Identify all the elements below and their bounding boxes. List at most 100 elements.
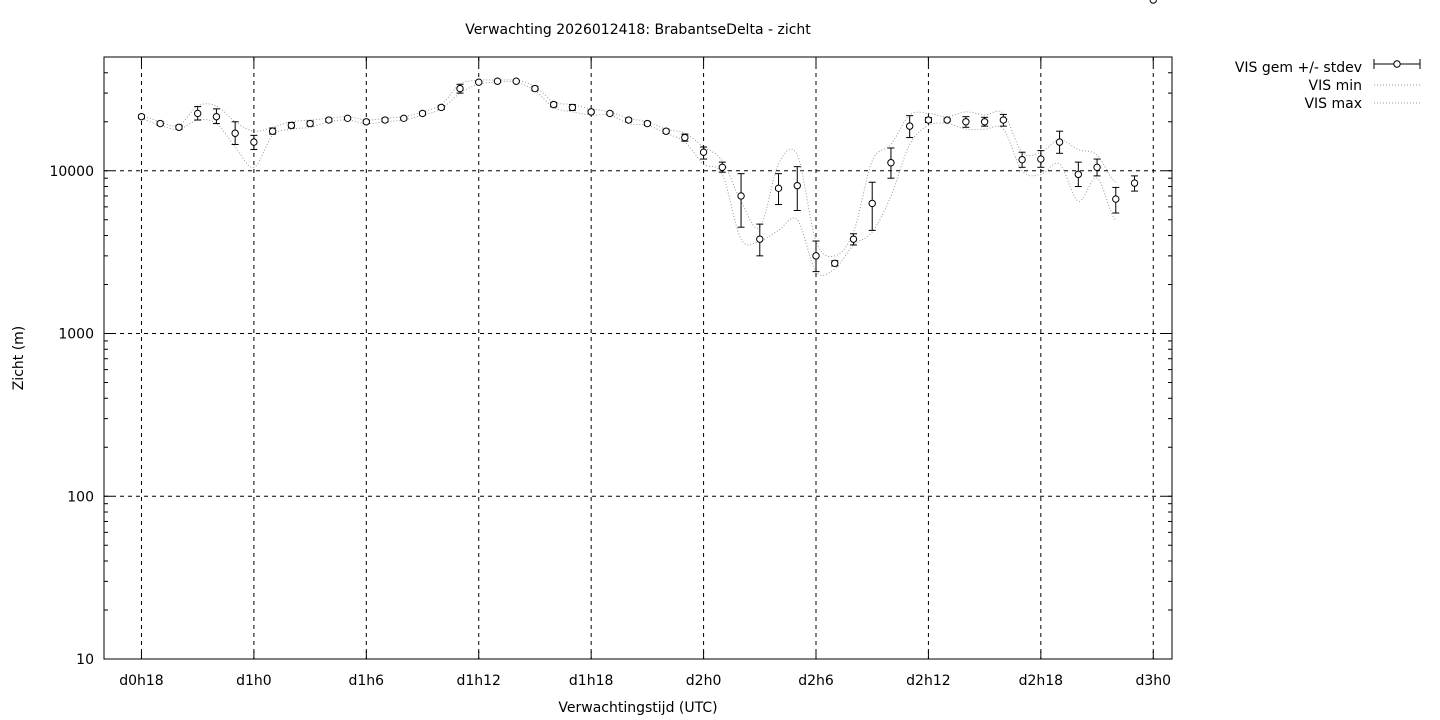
y-tick-label: 10 bbox=[76, 652, 94, 668]
mean-marker bbox=[212, 112, 221, 121]
data-point bbox=[587, 108, 595, 116]
data-point bbox=[568, 103, 577, 112]
mean-marker bbox=[737, 192, 745, 200]
x-tick-label: d1h6 bbox=[349, 673, 385, 689]
data-point bbox=[831, 259, 839, 268]
data-point bbox=[531, 84, 539, 93]
mean-marker bbox=[175, 123, 183, 131]
mean-marker bbox=[774, 184, 783, 193]
mean-marker bbox=[624, 116, 633, 124]
data-point bbox=[643, 119, 652, 128]
x-tick-label: d2h18 bbox=[1019, 673, 1063, 689]
data-point bbox=[193, 106, 202, 121]
data-point bbox=[437, 103, 445, 112]
data-point bbox=[1130, 175, 1139, 192]
mean-marker bbox=[1149, 0, 1157, 4]
plot-frame bbox=[103, 56, 1173, 660]
data-point bbox=[681, 133, 689, 142]
x-tick-label: d1h18 bbox=[569, 673, 613, 689]
mean-marker bbox=[137, 112, 146, 121]
mean-marker bbox=[587, 108, 595, 116]
mean-marker bbox=[924, 116, 933, 124]
mean-marker bbox=[268, 127, 277, 135]
data-point bbox=[212, 108, 221, 125]
data-point bbox=[699, 146, 708, 160]
data-point bbox=[1149, 0, 1157, 4]
x-tick-label: d2h12 bbox=[906, 673, 950, 689]
data-point bbox=[737, 173, 745, 228]
mean-marker bbox=[1130, 179, 1139, 187]
data-point bbox=[849, 233, 858, 246]
data-point bbox=[268, 127, 277, 135]
mean-marker bbox=[568, 103, 577, 112]
grid-lines bbox=[104, 57, 1172, 659]
mean-marker bbox=[531, 84, 539, 93]
data-point bbox=[362, 118, 371, 126]
data-point bbox=[475, 78, 483, 86]
data-point bbox=[774, 173, 783, 206]
vis-min-line bbox=[141, 80, 1117, 276]
mean-marker bbox=[606, 109, 614, 118]
mean-marker bbox=[1093, 163, 1101, 172]
mean-marker bbox=[343, 114, 352, 123]
data-point bbox=[306, 119, 314, 128]
data-point bbox=[493, 77, 502, 85]
mean-marker bbox=[437, 103, 445, 112]
data-point bbox=[325, 116, 333, 124]
y-tick-label: 1000 bbox=[58, 327, 94, 343]
data-point bbox=[868, 181, 876, 231]
chart-title: Verwachting 2026012418: BrabantseDelta -… bbox=[465, 22, 811, 38]
mean-marker bbox=[868, 199, 876, 208]
data-point bbox=[381, 116, 389, 124]
data-point bbox=[662, 127, 670, 135]
legend: VIS gem +/- stdev VIS min VIS max bbox=[1235, 59, 1421, 112]
mean-marker bbox=[493, 77, 502, 85]
data-point bbox=[793, 166, 801, 211]
mean-marker bbox=[231, 129, 239, 137]
x-tick-label: d2h6 bbox=[798, 673, 834, 689]
x-tick-label: d2h0 bbox=[686, 673, 722, 689]
minor-ticks bbox=[104, 56, 1172, 611]
mean-marker bbox=[287, 121, 296, 130]
mean-marker bbox=[662, 127, 670, 135]
data-point bbox=[756, 223, 764, 257]
mean-marker bbox=[250, 138, 258, 146]
mean-marker bbox=[362, 118, 371, 126]
mean-marker bbox=[475, 78, 483, 86]
mean-marker bbox=[681, 133, 689, 142]
data-point bbox=[1037, 150, 1045, 168]
data-point bbox=[1018, 151, 1026, 168]
data-point bbox=[156, 119, 164, 128]
mean-marker bbox=[400, 114, 408, 123]
data-point bbox=[718, 161, 727, 173]
data-point bbox=[418, 109, 427, 118]
x-tick-labels: d0h18 d1h0 d1h6 d1h12 d1h18 d2h0 d2h6 d2h12 d2h1… bbox=[119, 673, 1171, 689]
mean-marker bbox=[549, 100, 558, 109]
mean-marker bbox=[980, 118, 989, 126]
mean-marker bbox=[1018, 155, 1026, 164]
y-tick-label: 10000 bbox=[49, 164, 94, 180]
mean-marker bbox=[1037, 155, 1045, 163]
data-point bbox=[999, 113, 1008, 127]
mean-marker bbox=[812, 252, 820, 260]
legend-sample-mean bbox=[1373, 59, 1421, 69]
mean-marker bbox=[905, 122, 914, 130]
mean-marker bbox=[193, 109, 202, 118]
mean-marker bbox=[325, 116, 333, 124]
data-point bbox=[456, 83, 464, 94]
x-tick-label: d1h12 bbox=[456, 673, 500, 689]
data-point bbox=[287, 121, 296, 130]
mean-marker bbox=[756, 235, 764, 243]
mean-marker bbox=[943, 116, 951, 124]
data-point bbox=[812, 240, 820, 273]
data-point bbox=[400, 114, 408, 123]
mean-marker bbox=[718, 163, 727, 172]
vis-max-path bbox=[141, 79, 1117, 258]
vis-mean-points bbox=[137, 0, 1157, 273]
vis-max-line bbox=[141, 79, 1117, 258]
data-point bbox=[606, 109, 614, 118]
mean-marker bbox=[643, 119, 652, 128]
legend-label-max: VIS max bbox=[1304, 96, 1362, 112]
data-point bbox=[887, 147, 895, 179]
